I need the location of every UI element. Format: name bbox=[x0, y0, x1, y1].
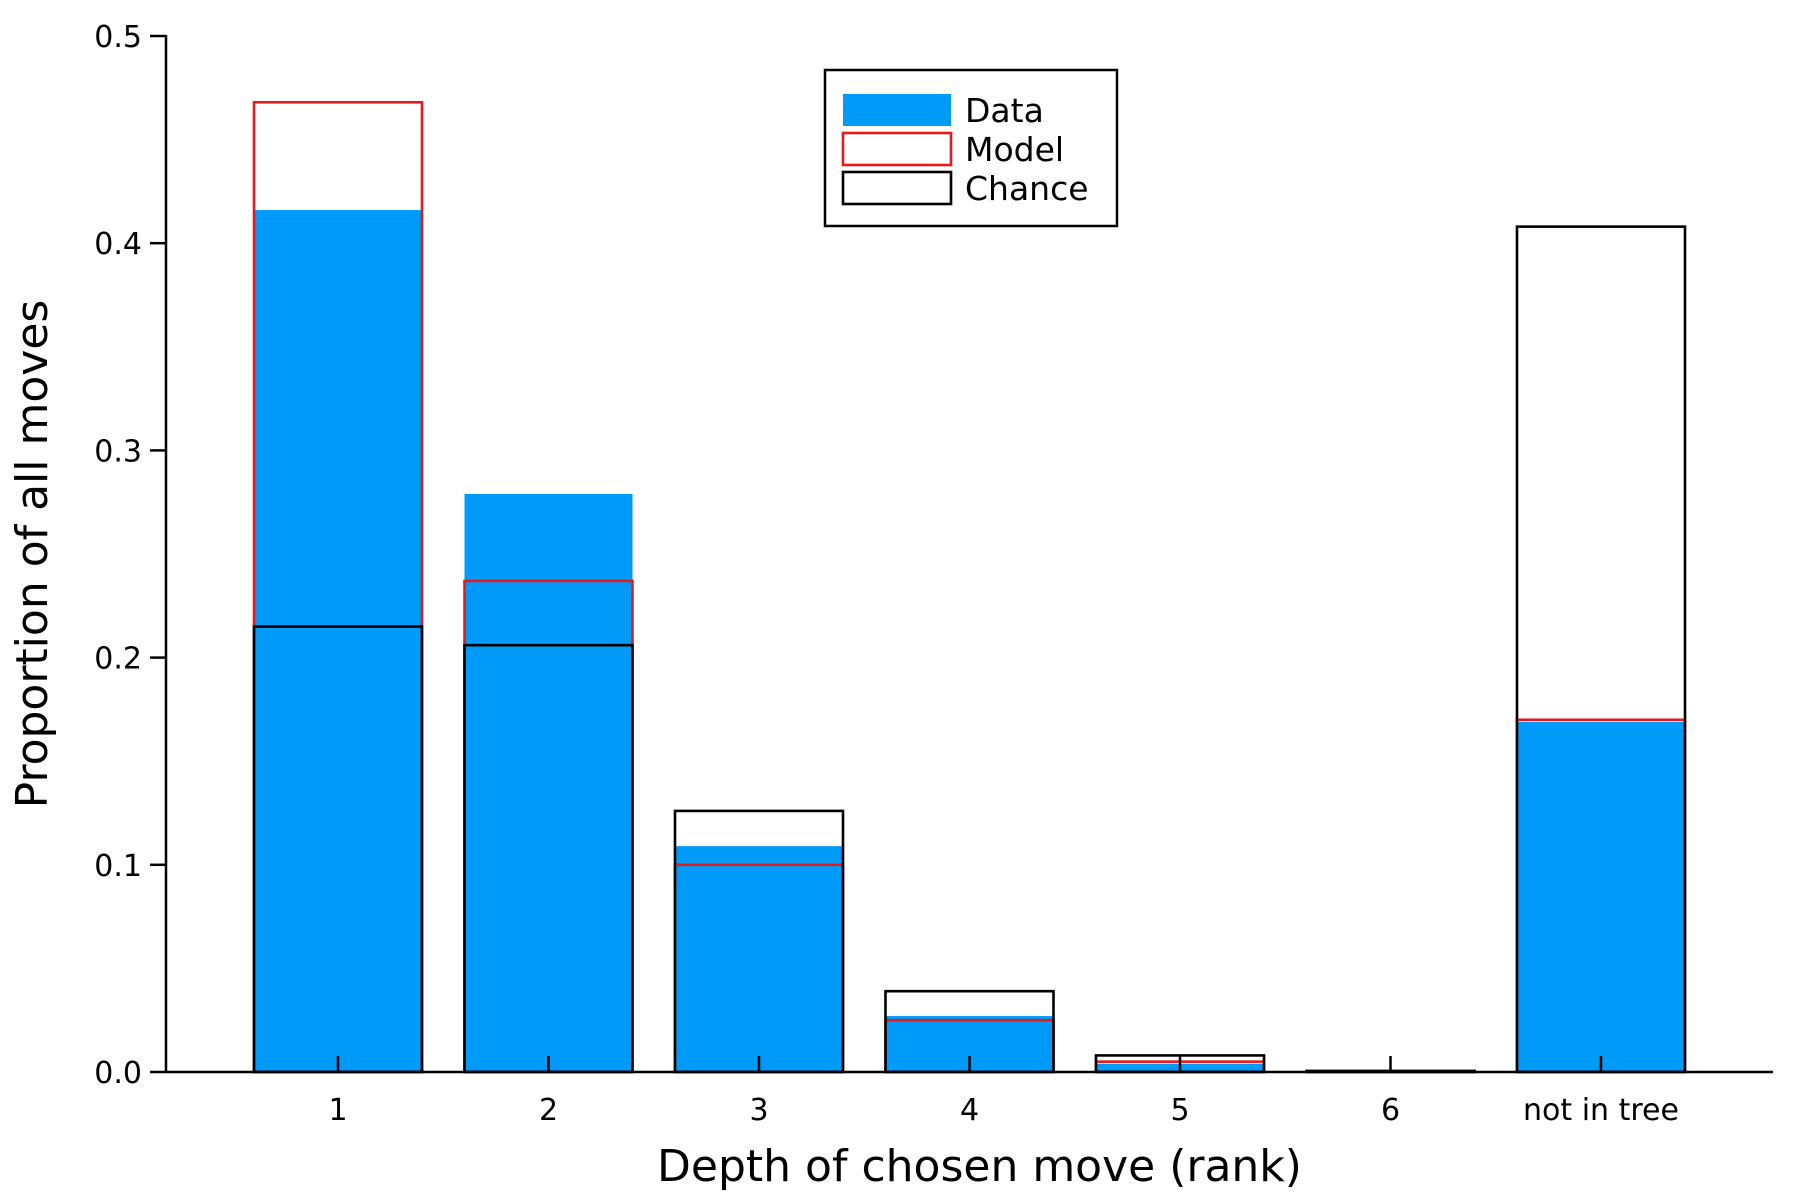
bar-data-2 bbox=[464, 493, 633, 1072]
y-tick-label: 0.4 bbox=[94, 227, 142, 262]
x-tick-label: 2 bbox=[539, 1093, 558, 1128]
legend-swatch-chance bbox=[841, 170, 953, 206]
bar-data-1 bbox=[254, 210, 422, 1073]
y-tick-label: 0.1 bbox=[94, 849, 142, 884]
x-tick-label: 6 bbox=[1381, 1093, 1400, 1128]
x-ticks: 1 2 3 4 5 6 not in tree bbox=[328, 1056, 1679, 1128]
bars-layer bbox=[252, 101, 1687, 1074]
x-tick-label: 3 bbox=[749, 1093, 768, 1128]
y-axis-title: Proportion of all moves bbox=[7, 300, 58, 809]
y-ticks: 0.0 0.1 0.2 0.3 0.4 0.5 bbox=[94, 20, 166, 1091]
y-tick-label: 0.3 bbox=[94, 434, 142, 469]
y-tick-label: 0.0 bbox=[94, 1056, 142, 1091]
legend-label-model: Model bbox=[965, 130, 1064, 169]
x-tick-label: not in tree bbox=[1523, 1093, 1679, 1128]
legend-label-data: Data bbox=[965, 91, 1044, 130]
legend-swatch-model bbox=[841, 131, 953, 167]
x-axis-title: Depth of chosen move (rank) bbox=[657, 1141, 1302, 1192]
bar-data-7 bbox=[1517, 721, 1685, 1072]
x-tick-label: 1 bbox=[328, 1093, 347, 1128]
y-tick-label: 0.2 bbox=[94, 642, 142, 677]
bar-data-3 bbox=[675, 846, 843, 1072]
legend-swatch-data bbox=[843, 94, 951, 126]
y-tick-label: 0.5 bbox=[94, 20, 142, 55]
x-tick-label: 4 bbox=[960, 1093, 979, 1128]
legend-label-chance: Chance bbox=[965, 169, 1089, 208]
legend: Data Model Chance bbox=[823, 68, 1119, 228]
x-tick-label: 5 bbox=[1170, 1093, 1189, 1128]
